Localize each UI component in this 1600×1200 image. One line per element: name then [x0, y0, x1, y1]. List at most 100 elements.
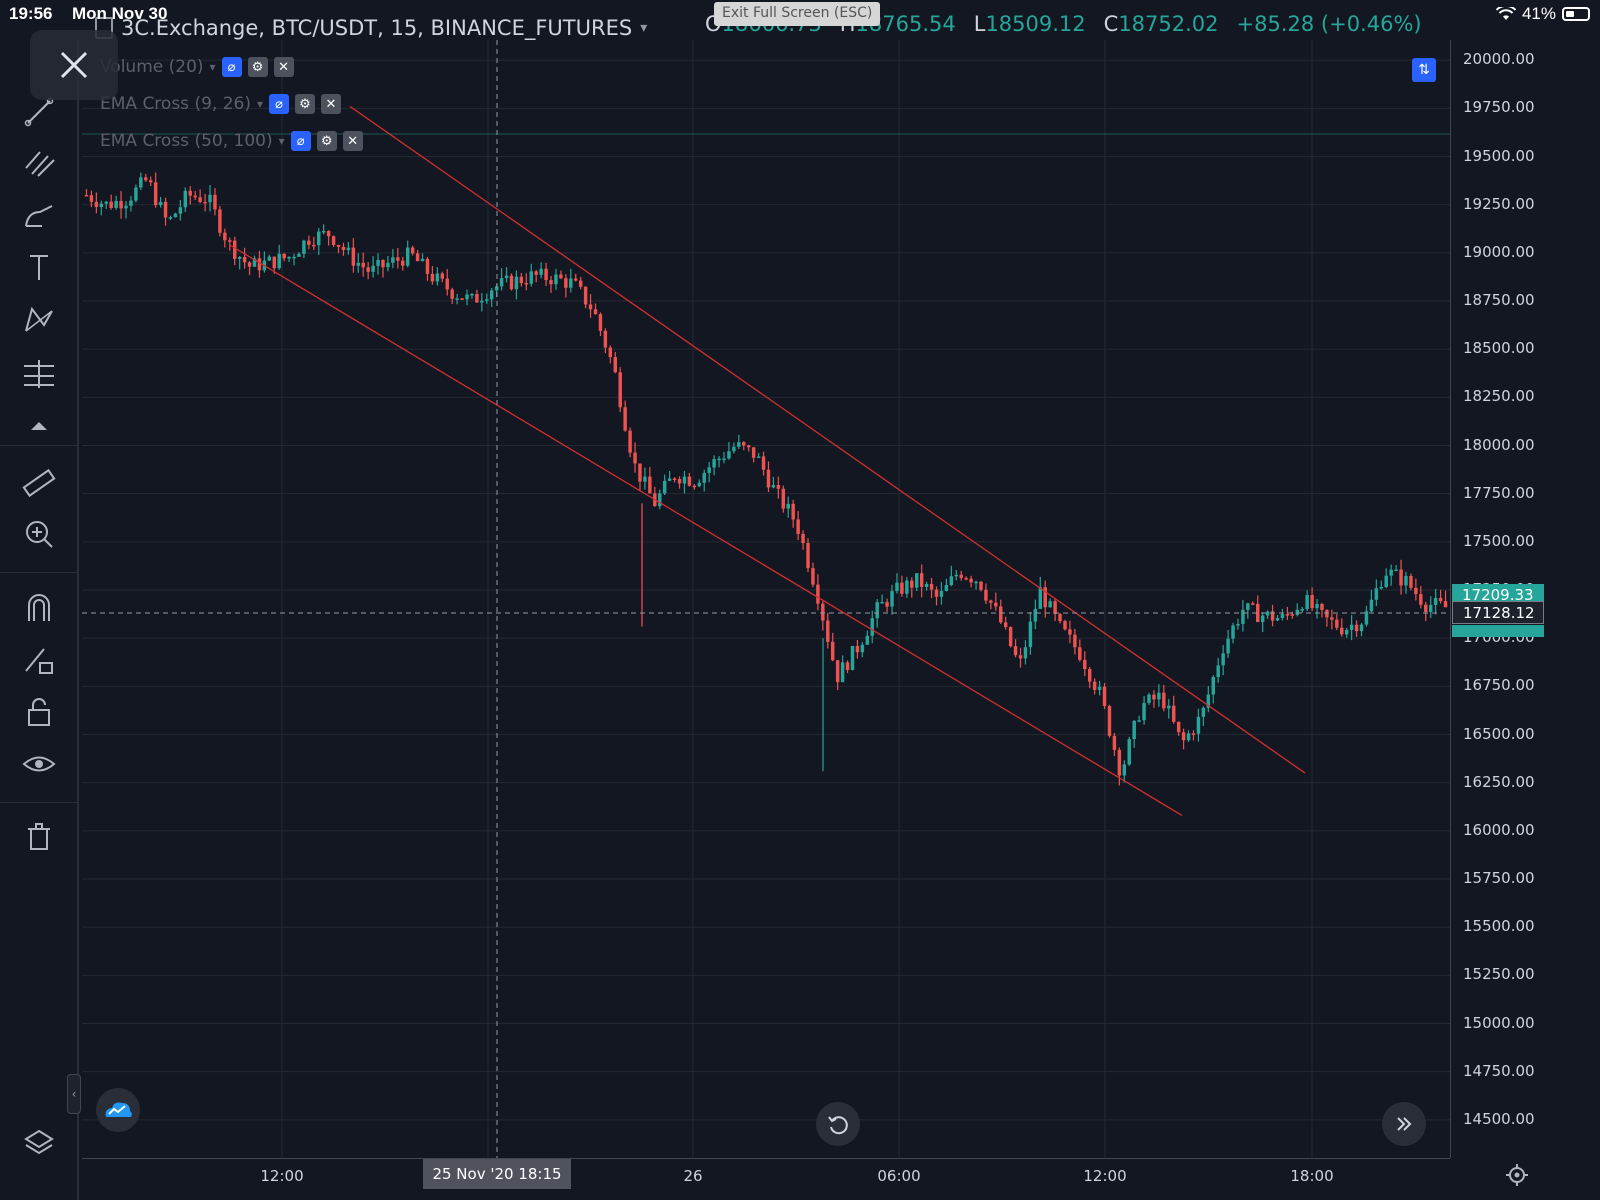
time-axis[interactable] — [82, 1158, 1450, 1200]
indicator-label[interactable]: Volume (20) — [100, 57, 204, 77]
settings-gear-icon[interactable]: ⚙ — [295, 94, 315, 114]
candle-body — [287, 256, 291, 259]
candle-body — [989, 600, 993, 603]
fib-tool-icon[interactable] — [19, 143, 59, 183]
candle-body — [223, 232, 227, 241]
indicator-row-volume[interactable]: Volume (20) ▾ ⌀ ⚙ ✕ — [100, 53, 294, 81]
candle-body — [1063, 621, 1067, 630]
candle-body — [356, 262, 361, 266]
candle-body — [648, 476, 652, 494]
drawing-toolbar — [0, 40, 79, 1200]
candle-body — [860, 644, 865, 653]
price-label: 20000.00 — [1463, 50, 1535, 69]
scale-mode-icon[interactable]: ⇅ — [1412, 58, 1436, 82]
candle-body — [1048, 601, 1052, 608]
indicator-label[interactable]: EMA Cross (9, 26) — [100, 94, 251, 114]
text-tool-icon[interactable] — [19, 247, 59, 287]
reset-chart-button[interactable] — [816, 1102, 860, 1146]
exit-fullscreen-hint[interactable]: Exit Full Screen (ESC) — [714, 2, 881, 26]
chevron-down-icon[interactable]: ▾ — [640, 20, 648, 36]
chevron-down-icon[interactable]: ▾ — [256, 97, 263, 111]
candle-body — [114, 200, 118, 208]
candle-body — [816, 584, 820, 604]
candle-body — [1280, 614, 1285, 619]
candle-body — [1241, 609, 1245, 624]
magnet-icon[interactable] — [19, 588, 59, 628]
candle-body — [949, 576, 954, 586]
candle-body — [1394, 569, 1398, 572]
settings-gear-icon[interactable]: ⚙ — [316, 131, 337, 151]
candle-body — [1068, 629, 1072, 635]
price-label: 16250.00 — [1463, 772, 1535, 791]
price-label: 17750.00 — [1463, 483, 1535, 502]
hide-indicator-icon[interactable]: ⌀ — [221, 57, 242, 77]
candle-body — [984, 589, 988, 601]
measure-tool-icon[interactable] — [19, 353, 59, 393]
eye-icon[interactable] — [19, 744, 59, 784]
close-button[interactable] — [30, 30, 118, 100]
lock-draw-icon[interactable] — [19, 640, 59, 680]
time-label: 18:00 — [1290, 1167, 1334, 1185]
candle-body — [401, 260, 405, 266]
candle-body — [1117, 749, 1122, 776]
candle-body — [1033, 608, 1038, 622]
candle-body — [1265, 611, 1270, 616]
scroll-to-realtime-button[interactable] — [1382, 1102, 1426, 1146]
candle-body — [1127, 739, 1131, 765]
price-label: 18750.00 — [1463, 291, 1535, 309]
chevron-down-icon[interactable]: ▾ — [278, 134, 285, 148]
lock-icon[interactable] — [19, 692, 59, 732]
price-axis[interactable] — [1450, 40, 1600, 1158]
candle-body — [1191, 733, 1196, 735]
candle-body — [791, 503, 795, 520]
trash-icon[interactable] — [19, 816, 59, 856]
zoom-in-icon[interactable] — [19, 514, 59, 554]
chart-settings-gear-icon[interactable] — [1506, 1164, 1528, 1190]
candle-body — [618, 372, 622, 408]
candle-body — [1384, 575, 1388, 587]
candle-body — [371, 265, 375, 272]
candle-body — [781, 488, 786, 509]
candle-body — [979, 581, 983, 590]
candle-body — [554, 274, 558, 285]
time-label: 12:00 — [260, 1167, 304, 1185]
candle-body — [1349, 624, 1354, 630]
indicator-row-ema-9-26[interactable]: EMA Cross (9, 26) ▾ ⌀ ⚙ ✕ — [100, 90, 341, 118]
hide-indicator-icon[interactable]: ⌀ — [269, 94, 289, 114]
settings-gear-icon[interactable]: ⚙ — [247, 57, 268, 77]
indicator-label[interactable]: EMA Cross (50, 100) — [100, 131, 273, 151]
candle-body — [242, 257, 247, 263]
candle-body — [776, 484, 781, 489]
remove-indicator-icon[interactable]: ✕ — [321, 94, 341, 114]
candle-body — [1013, 646, 1018, 656]
collapse-icon[interactable] — [19, 405, 59, 445]
candle-body — [875, 602, 879, 619]
hide-indicator-icon[interactable]: ⌀ — [290, 131, 311, 151]
crosshair-time-tag: 25 Nov '20 18:15 — [423, 1159, 571, 1189]
candle-body — [574, 278, 578, 281]
remove-indicator-icon[interactable]: ✕ — [273, 57, 294, 77]
candle-body — [1443, 601, 1448, 608]
ruler-icon[interactable] — [19, 463, 59, 503]
candle-body — [910, 580, 914, 588]
remove-indicator-icon[interactable]: ✕ — [342, 131, 363, 151]
toolbar-collapse-tab[interactable]: ‹ — [67, 1074, 81, 1114]
brush-tool-icon[interactable] — [19, 195, 59, 235]
symbol-title[interactable]: 3C.Exchange, BTC/USDT, 15, BINANCE_FUTUR… — [121, 16, 633, 40]
candle-body — [485, 299, 489, 301]
indicator-row-ema-50-100[interactable]: EMA Cross (50, 100) ▾ ⌀ ⚙ ✕ — [100, 127, 363, 155]
price-label: 14750.00 — [1463, 1061, 1535, 1080]
chevron-down-icon[interactable]: ▾ — [209, 60, 216, 74]
candle-body — [361, 262, 365, 268]
status-time: 19:56 — [9, 4, 53, 23]
candle-body — [109, 201, 113, 208]
pattern-tool-icon[interactable] — [19, 300, 59, 340]
layers-icon[interactable] — [19, 1122, 59, 1162]
candle-body — [499, 278, 504, 287]
candle-body — [974, 581, 978, 584]
candle-body — [129, 200, 133, 206]
tradingview-logo-button[interactable] — [96, 1088, 140, 1132]
candle-body — [1142, 702, 1146, 721]
candle-body — [796, 519, 800, 534]
